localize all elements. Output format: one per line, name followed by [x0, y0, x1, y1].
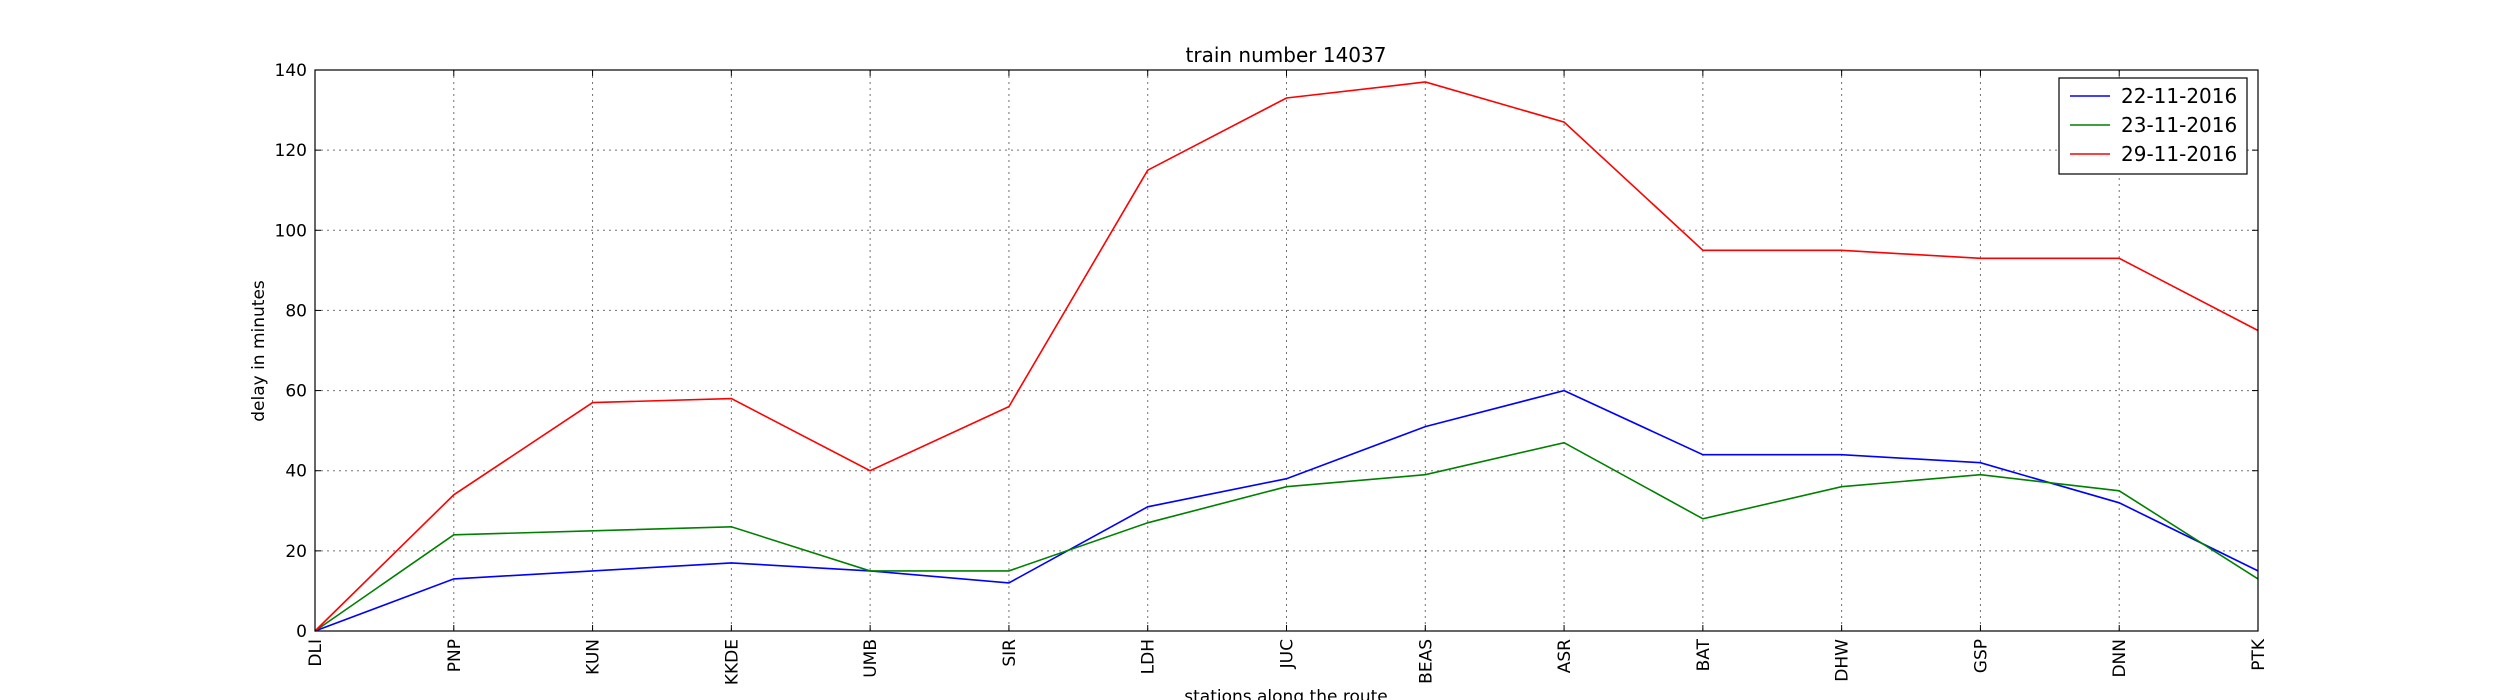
x-tick-label: JUC — [1278, 639, 1298, 669]
x-tick-label: PTK — [2249, 638, 2269, 671]
series-lines — [314, 81, 2259, 632]
y-tick-label: 100 — [275, 221, 307, 241]
legend-box — [2058, 77, 2248, 175]
series-line-2 — [314, 441, 2259, 632]
y-tick-label: 80 — [285, 301, 307, 321]
y-tick-label: 0 — [296, 622, 307, 642]
axis-ticks: DLI PNP KUN KKDE UMB SIR LDH JUC BEAS ASR BAT DHW GS… — [275, 61, 2269, 685]
x-axis-title: stations along the route — [1184, 687, 1388, 700]
x-tick-label: DLI — [306, 639, 326, 667]
x-tick-label: DHW — [1833, 639, 1853, 682]
legend-label: 23-11-2016 — [2121, 113, 2237, 137]
x-tick-label: UMB — [861, 639, 881, 678]
y-tick-label: 120 — [275, 141, 307, 161]
x-tick-label: ASR — [1555, 639, 1575, 673]
series-line-3 — [314, 81, 2259, 632]
x-tick-label: PNP — [445, 639, 465, 672]
x-tick-label: SIR — [1000, 639, 1020, 667]
y-tick-label: 60 — [285, 382, 307, 402]
y-axis-title: delay in minutes — [249, 280, 269, 422]
x-tick-label: BEAS — [1416, 639, 1436, 684]
chart-title: train number 14037 — [1186, 43, 1387, 67]
grid — [314, 69, 2259, 632]
x-tick-label: DNN — [2110, 639, 2130, 678]
x-tick-label: GSP — [1971, 639, 1991, 673]
legend-label: 29-11-2016 — [2121, 142, 2237, 166]
series-line-1 — [314, 389, 2259, 632]
x-tick-label: KKDE — [722, 639, 742, 685]
x-tick-label: LDH — [1139, 639, 1159, 674]
legend: 22-11-2016 23-11-2016 29-11-2016 — [2058, 77, 2248, 175]
y-tick-label: 40 — [285, 462, 307, 482]
x-tick-label: BAT — [1694, 638, 1714, 671]
y-tick-label: 20 — [285, 542, 307, 562]
y-tick-label: 140 — [275, 61, 307, 81]
legend-label: 22-11-2016 — [2121, 84, 2237, 108]
x-tick-label: KUN — [584, 639, 604, 675]
